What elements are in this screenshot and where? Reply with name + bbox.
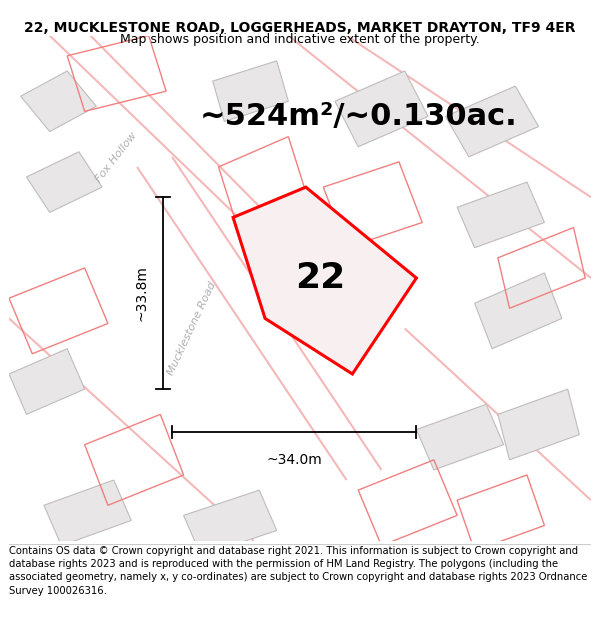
Polygon shape (212, 61, 289, 121)
Text: 22, MUCKLESTONE ROAD, LOGGERHEADS, MARKET DRAYTON, TF9 4ER: 22, MUCKLESTONE ROAD, LOGGERHEADS, MARKE… (24, 21, 576, 34)
Polygon shape (184, 490, 277, 556)
Polygon shape (457, 182, 544, 248)
Text: Map shows position and indicative extent of the property.: Map shows position and indicative extent… (120, 32, 480, 46)
Polygon shape (335, 71, 428, 147)
Text: ~34.0m: ~34.0m (266, 453, 322, 467)
Polygon shape (475, 273, 562, 349)
Text: ~524m²/~0.130ac.: ~524m²/~0.130ac. (199, 102, 517, 131)
Polygon shape (20, 71, 96, 132)
Polygon shape (9, 349, 85, 414)
Polygon shape (445, 86, 539, 157)
Polygon shape (44, 480, 131, 546)
Text: Fox Hollow: Fox Hollow (94, 130, 139, 184)
Text: Mucklestone Road: Mucklestone Road (166, 280, 218, 377)
Text: ~33.8m: ~33.8m (134, 265, 148, 321)
Polygon shape (416, 404, 504, 470)
Polygon shape (233, 187, 416, 374)
Polygon shape (26, 152, 102, 213)
Polygon shape (498, 389, 580, 460)
Text: 22: 22 (295, 261, 346, 295)
Text: Contains OS data © Crown copyright and database right 2021. This information is : Contains OS data © Crown copyright and d… (9, 546, 587, 596)
